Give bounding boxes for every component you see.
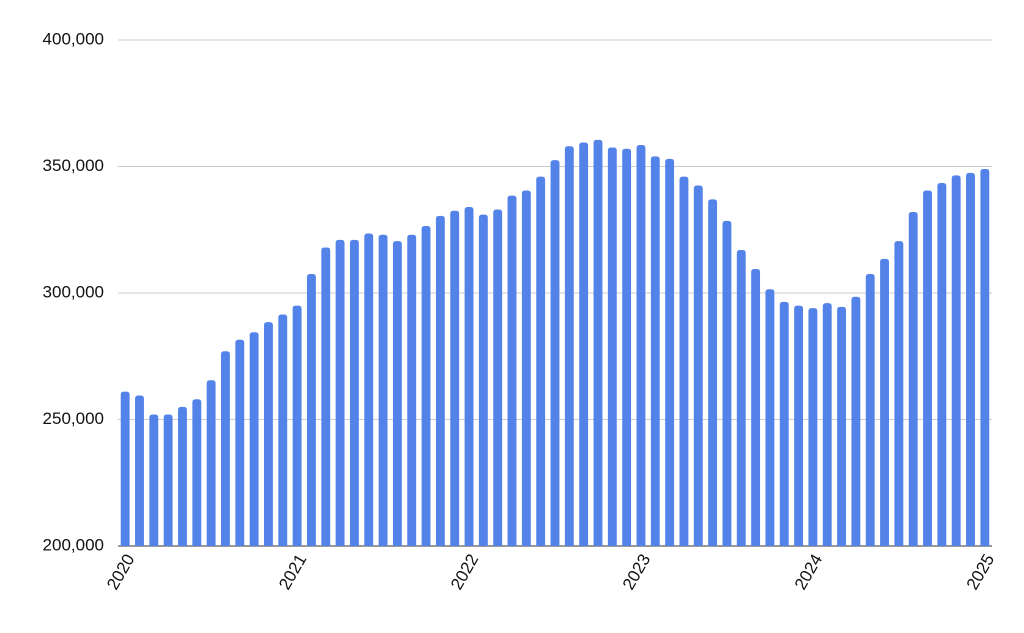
bar (865, 274, 875, 546)
y-tick-label: 250,000 (43, 409, 104, 428)
bar (851, 296, 861, 546)
bar (493, 209, 503, 546)
y-tick-label: 300,000 (43, 282, 104, 301)
bar (249, 332, 259, 546)
x-tick-label: 2023 (619, 551, 654, 593)
bar (206, 380, 216, 546)
bar (178, 406, 187, 546)
bar (679, 176, 689, 546)
bar (966, 172, 975, 546)
bar (894, 241, 904, 546)
bar (751, 268, 761, 546)
bar (292, 305, 302, 546)
x-tick-label: 2025 (963, 551, 998, 593)
bar (221, 351, 230, 546)
bar (937, 182, 947, 546)
bar (450, 210, 460, 546)
bar (636, 144, 646, 546)
bar (536, 176, 546, 546)
bar (264, 322, 273, 546)
bar (880, 258, 889, 546)
x-tick-label: 2021 (275, 551, 310, 593)
bar (622, 148, 632, 547)
bar (779, 301, 789, 546)
bar (650, 156, 660, 546)
bar (822, 303, 832, 546)
bar (378, 234, 388, 546)
bar (808, 308, 818, 546)
bar (665, 158, 675, 546)
x-tick-label: 2024 (791, 551, 826, 593)
x-tick-label: 2022 (447, 551, 482, 593)
bar (923, 190, 932, 546)
bar (579, 142, 589, 546)
bar (951, 175, 961, 547)
bar (507, 195, 517, 546)
bar (335, 239, 345, 546)
bar (521, 190, 531, 546)
bar (421, 225, 431, 546)
bar (349, 239, 359, 546)
bar (149, 414, 159, 546)
bar (163, 414, 173, 546)
bar (593, 139, 603, 546)
bar (980, 169, 990, 546)
bar (435, 215, 445, 546)
bar (550, 160, 560, 547)
bar (364, 233, 374, 547)
bar (464, 206, 474, 547)
bar (708, 199, 718, 546)
y-tick-label: 350,000 (43, 156, 104, 175)
x-tick-label: 2020 (103, 551, 138, 593)
bar (837, 306, 846, 546)
bar (693, 185, 703, 546)
bar (120, 391, 130, 546)
bar (235, 339, 245, 546)
y-tick-label: 200,000 (43, 535, 104, 554)
bar (564, 146, 574, 546)
bar (908, 212, 918, 547)
bar (736, 249, 746, 547)
y-tick-label: 400,000 (43, 29, 104, 48)
bar (722, 220, 732, 546)
bar (192, 399, 202, 546)
bar (392, 241, 402, 546)
bar (765, 289, 775, 546)
bar (607, 147, 617, 546)
bar (478, 214, 488, 546)
bar (306, 274, 316, 546)
bar (794, 305, 804, 546)
bar (135, 395, 144, 546)
bar (407, 234, 417, 546)
bar (278, 314, 288, 546)
bar (321, 247, 331, 546)
